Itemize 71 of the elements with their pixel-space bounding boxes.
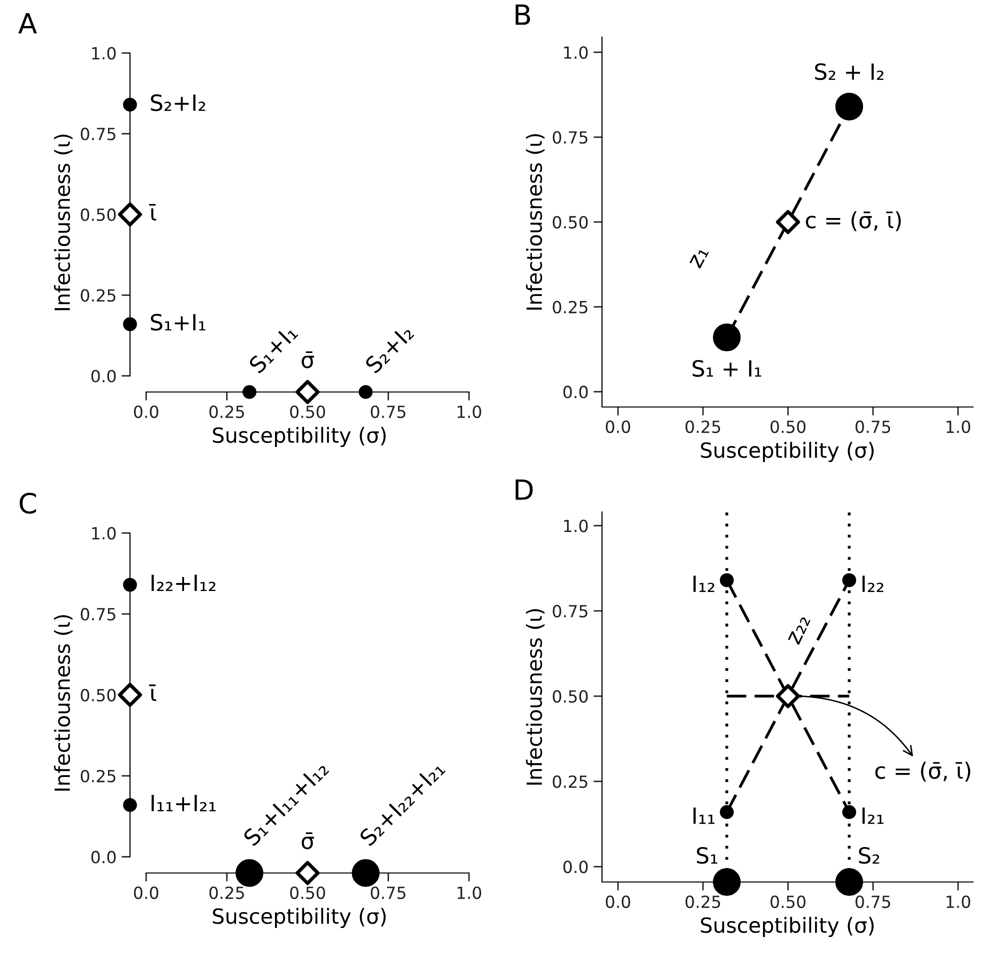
x-tick-label: 0.75 <box>370 405 406 418</box>
chart-title: C <box>20 492 36 514</box>
x-tick-label: 0.50 <box>290 886 326 900</box>
annotation: S₁ <box>696 846 718 864</box>
x-tick-label: 0.50 <box>770 420 806 434</box>
chart-title: A <box>18 13 37 34</box>
x-axis-title: Susceptibility (σ) <box>700 916 874 938</box>
y-tick-label: 0.50 <box>552 690 588 703</box>
annotation: S₁ + I₁ <box>692 360 762 377</box>
y-tick-label: 0.0 <box>91 850 116 864</box>
y-tick-label: 0.75 <box>80 128 116 140</box>
x-tick-label: 0.75 <box>856 420 890 434</box>
annotation: I₁₁ <box>693 808 714 824</box>
y-tick-label: 0.75 <box>552 604 588 618</box>
y-tick-label: 0.75 <box>552 131 588 144</box>
x-tick-label: 1.0 <box>458 405 482 418</box>
y-axis-title: Infectiousness (ι) <box>526 134 545 310</box>
annotation: I₁₁+I₂₁ <box>152 794 216 812</box>
y-tick-label: 0.0 <box>563 860 588 874</box>
annotation: I₂₂ <box>862 576 884 592</box>
annotation: c = (σ̄, ῑ) <box>875 762 970 782</box>
x-tick-label: 0.25 <box>209 886 244 900</box>
y-tick-label: 1.0 <box>564 520 588 532</box>
annotation: I₂₂+I₁₂ <box>152 574 216 592</box>
y-axis-title: Infectiousness (ι) <box>54 134 73 310</box>
x-tick-label: 0.25 <box>686 895 720 908</box>
x-tick-label: 0.0 <box>134 405 158 418</box>
annotation: I₂₁ <box>862 808 884 824</box>
annotation: S₁+I₁ <box>150 314 206 331</box>
annotation: I₁₂ <box>693 576 714 592</box>
y-tick-label: 0.50 <box>552 216 588 229</box>
x-tick-label: 0.50 <box>290 405 326 418</box>
x-tick-label: 0.25 <box>686 420 720 434</box>
x-tick-label: 0.0 <box>606 895 630 908</box>
y-tick-label: 1.0 <box>92 526 116 540</box>
x-axis-title: Susceptibility (σ) <box>212 426 386 448</box>
y-axis-title: Infectiousness (ι) <box>526 609 545 785</box>
annotation: z₂₂ <box>788 615 810 645</box>
annotation: S₂ <box>859 846 880 864</box>
x-tick-label: 0.75 <box>370 886 406 900</box>
x-axis-title: Susceptibility (σ) <box>700 442 874 462</box>
x-tick-label: 0.0 <box>134 886 158 900</box>
x-tick-label: 0.0 <box>606 420 630 434</box>
annotation: ῑ <box>149 204 156 221</box>
chart-title: B <box>516 4 530 25</box>
y-axis-title: Infectiousness (ι) <box>54 615 73 791</box>
annotation: c = (σ̄, ῑ) <box>806 211 901 232</box>
y-tick-label: 0.0 <box>91 370 116 382</box>
x-axis-title: Susceptibility (σ) <box>212 908 386 928</box>
y-tick-label: 1.0 <box>92 46 116 60</box>
annotation: S₂ + I₂ <box>815 63 884 80</box>
chart-title: D <box>516 480 533 500</box>
y-tick-label: 1.0 <box>564 46 588 59</box>
y-tick-label: 0.50 <box>80 208 116 221</box>
x-tick-label: 0.25 <box>209 405 244 418</box>
x-tick-label: 1.0 <box>946 895 970 908</box>
y-tick-label: 0.75 <box>80 608 116 621</box>
x-tick-label: 1.0 <box>458 886 482 900</box>
y-tick-label: 0.0 <box>563 386 588 398</box>
y-tick-label: 0.25 <box>80 770 116 782</box>
x-tick-label: 0.75 <box>856 895 890 908</box>
y-tick-label: 0.25 <box>552 300 588 314</box>
y-tick-label: 0.25 <box>80 289 116 302</box>
annotation: σ̄ <box>302 351 314 368</box>
annotation: z₁ <box>689 246 709 269</box>
x-tick-label: 0.50 <box>770 895 806 908</box>
x-tick-label: 1.0 <box>946 420 970 434</box>
y-tick-label: 0.25 <box>552 775 588 788</box>
annotation: ῑ <box>149 684 156 702</box>
y-tick-label: 0.50 <box>80 688 116 702</box>
annotation: S₂+I₂ <box>150 94 206 112</box>
